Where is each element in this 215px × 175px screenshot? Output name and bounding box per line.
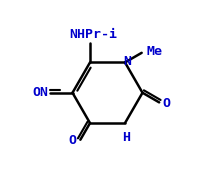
- Text: N: N: [123, 55, 131, 68]
- Text: NHPr-i: NHPr-i: [69, 28, 118, 41]
- Text: ON: ON: [32, 86, 48, 99]
- Text: Me: Me: [146, 45, 162, 58]
- Text: O: O: [68, 134, 76, 147]
- Text: H: H: [122, 131, 130, 144]
- Text: O: O: [163, 97, 171, 110]
